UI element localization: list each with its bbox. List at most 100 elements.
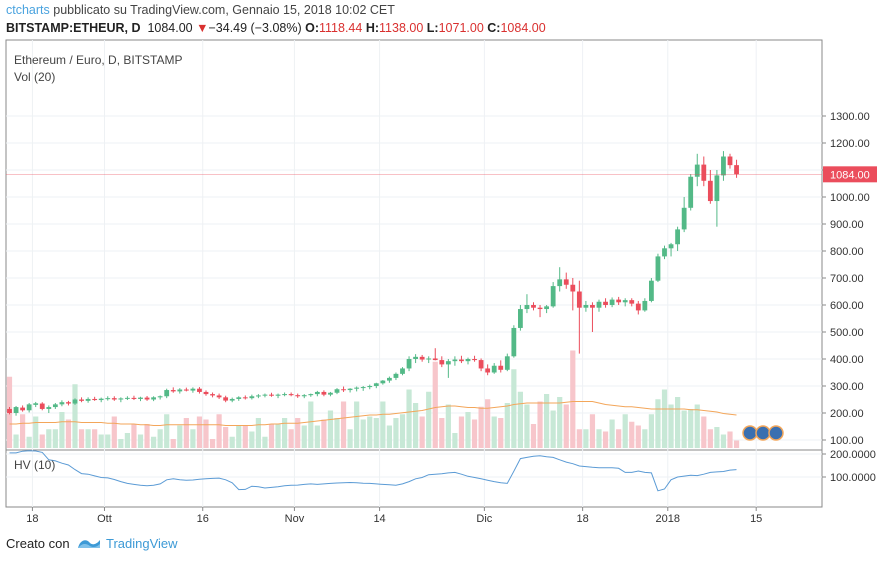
volume-bar bbox=[563, 404, 569, 448]
tradingview-brand-link[interactable]: TradingView bbox=[106, 536, 178, 551]
chart-title: Ethereum / Euro, D, BITSTAMP bbox=[14, 53, 183, 67]
candle-body bbox=[164, 390, 170, 397]
grid-lines bbox=[6, 40, 822, 507]
volume-bar bbox=[458, 416, 465, 448]
candle-body bbox=[596, 301, 602, 308]
candle-body bbox=[465, 359, 471, 362]
candle-body bbox=[714, 175, 720, 202]
volume-bar bbox=[249, 431, 255, 448]
volume-bar bbox=[714, 427, 720, 448]
volume-bar bbox=[308, 401, 314, 448]
candle-body bbox=[236, 397, 242, 399]
volume-bar bbox=[183, 418, 189, 448]
candles bbox=[7, 151, 739, 416]
last-price-tag-bg bbox=[823, 166, 877, 183]
time-tick-label: Ott bbox=[97, 513, 112, 525]
candle-body bbox=[275, 394, 281, 396]
candle-body bbox=[39, 403, 45, 409]
candle-body bbox=[328, 392, 333, 395]
volume-bar bbox=[386, 425, 392, 448]
volume-bar bbox=[720, 434, 727, 448]
time-tick-label: 16 bbox=[197, 513, 209, 525]
volume-bar bbox=[373, 418, 379, 448]
volume-bar bbox=[144, 424, 150, 448]
volume-bar bbox=[675, 397, 681, 448]
volume-bar bbox=[334, 418, 340, 448]
candle-body bbox=[668, 244, 674, 249]
volume-bar bbox=[26, 436, 32, 448]
candle-body bbox=[367, 386, 373, 388]
candle-body bbox=[491, 365, 497, 373]
candle-body bbox=[590, 305, 595, 308]
candle-body bbox=[334, 389, 340, 393]
candle-body bbox=[144, 397, 150, 400]
volume-bar bbox=[262, 436, 268, 448]
candle-body bbox=[662, 248, 667, 257]
volume-bar bbox=[727, 431, 733, 448]
candle-body bbox=[616, 299, 622, 303]
volume-bar bbox=[661, 389, 668, 448]
event-icon[interactable] bbox=[768, 425, 784, 441]
candle-body bbox=[183, 389, 189, 391]
candle-body bbox=[694, 164, 700, 177]
volume-bar bbox=[432, 361, 438, 448]
price-axis[interactable]: 1300.001200.001100.001000.00900.00800.00… bbox=[822, 111, 870, 447]
volume-bar bbox=[419, 416, 425, 448]
volume-bar bbox=[131, 424, 137, 448]
candle-body bbox=[734, 165, 739, 175]
volume-bar bbox=[524, 404, 530, 448]
candle-body bbox=[72, 399, 78, 404]
candle-body bbox=[105, 398, 111, 400]
volume-bar bbox=[46, 429, 52, 448]
candle-body bbox=[308, 394, 314, 396]
time-tick-label: 18 bbox=[26, 513, 38, 525]
volume-bar bbox=[733, 440, 740, 448]
volume-bar bbox=[65, 419, 72, 448]
volume-bar bbox=[288, 429, 294, 448]
close-value: 1084.00 bbox=[500, 21, 546, 35]
volume-bar bbox=[33, 416, 39, 448]
volume-bar bbox=[157, 429, 163, 448]
volume-bar bbox=[196, 416, 203, 448]
candle-body bbox=[66, 402, 71, 404]
author-link[interactable]: ctcharts bbox=[6, 3, 50, 17]
price-chart[interactable]: 1300.001200.001100.001000.00900.00800.00… bbox=[0, 0, 889, 530]
volume-bar bbox=[629, 421, 635, 448]
candle-body bbox=[360, 387, 366, 389]
volume-bar bbox=[616, 429, 622, 448]
candle-body bbox=[721, 156, 726, 176]
volume-bar bbox=[668, 404, 674, 448]
volume-bar bbox=[203, 419, 209, 448]
event-icon[interactable] bbox=[742, 425, 758, 441]
volume-bar bbox=[72, 384, 78, 448]
time-axis[interactable]: 18 Ott 16 Nov 14 Dic 18 2018 15 bbox=[26, 507, 762, 525]
volume-bar bbox=[570, 350, 576, 448]
hv-tick-label: 200.0000 bbox=[830, 449, 876, 461]
candle-body bbox=[26, 404, 32, 411]
event-markers[interactable] bbox=[742, 425, 784, 441]
hv-axis: 200.0000 100.0000 bbox=[822, 449, 876, 484]
volume-bar bbox=[576, 429, 582, 448]
price-tick-label: 400.00 bbox=[830, 354, 864, 366]
volume-bar bbox=[701, 416, 707, 448]
candle-body bbox=[603, 301, 608, 305]
candle-body bbox=[445, 361, 451, 365]
candle-body bbox=[642, 300, 648, 311]
candle-body bbox=[727, 156, 733, 166]
time-tick-label: Dic bbox=[476, 513, 492, 525]
candle-body bbox=[649, 280, 654, 301]
volume-bar bbox=[39, 434, 45, 448]
candle-body bbox=[321, 391, 327, 395]
last-price: 1084.00 bbox=[147, 21, 193, 35]
candle-body bbox=[576, 291, 582, 308]
time-tick-label: Nov bbox=[285, 513, 305, 525]
candle-body bbox=[531, 305, 536, 308]
volume-bar bbox=[242, 425, 248, 448]
volume-bar bbox=[59, 412, 65, 448]
tradingview-logo-icon[interactable] bbox=[76, 534, 102, 552]
candle-body bbox=[354, 387, 360, 389]
volume-bar bbox=[236, 425, 242, 448]
volume-bar bbox=[327, 410, 334, 448]
event-icon[interactable] bbox=[755, 425, 771, 441]
candle-body bbox=[622, 300, 628, 303]
